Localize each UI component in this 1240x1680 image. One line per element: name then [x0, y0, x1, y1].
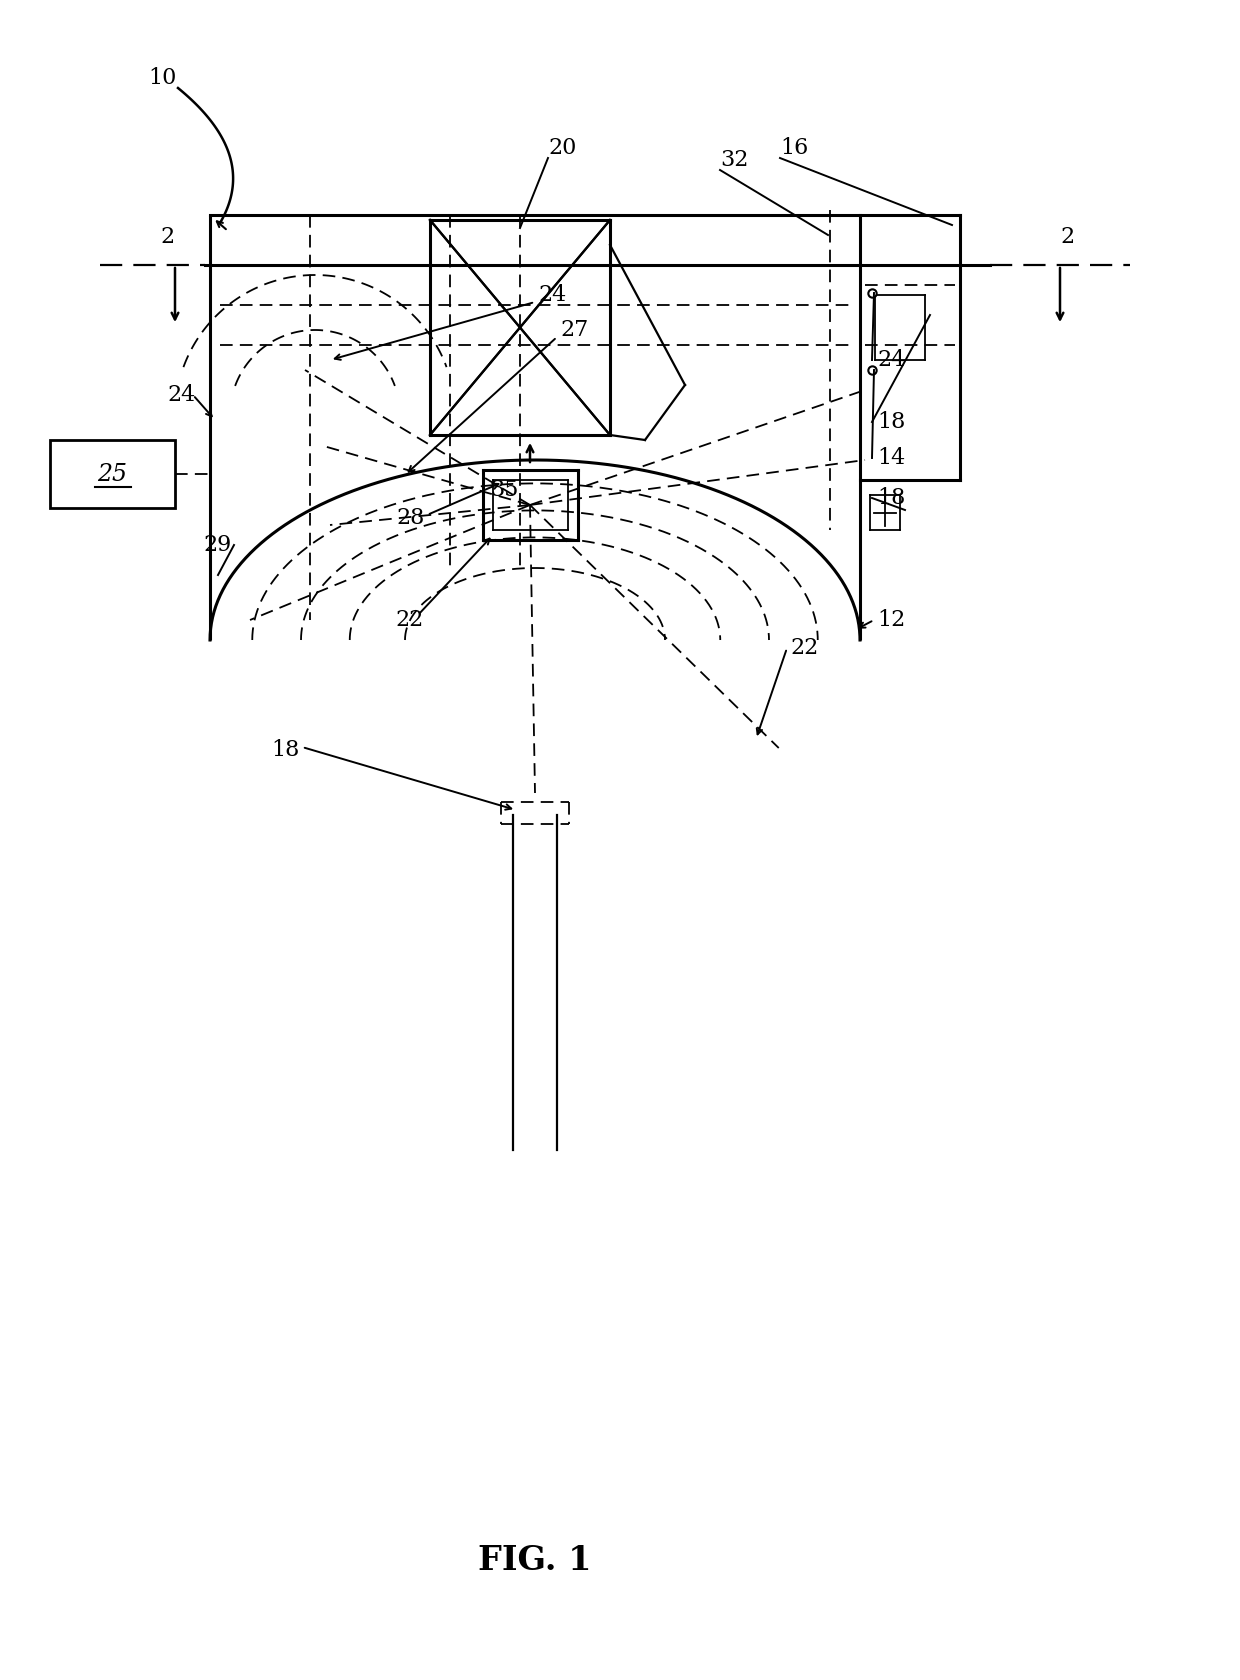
- Bar: [50, 440, 175, 507]
- Text: 27: 27: [560, 319, 588, 341]
- Text: 16: 16: [780, 138, 808, 160]
- Text: 18: 18: [877, 487, 905, 509]
- Text: 29: 29: [203, 534, 232, 556]
- Text: 18: 18: [877, 412, 905, 433]
- Text: 25: 25: [98, 462, 128, 486]
- Text: 2: 2: [160, 227, 174, 249]
- Text: 22: 22: [790, 637, 818, 659]
- Text: 20: 20: [548, 138, 577, 160]
- Text: 2: 2: [1061, 227, 1075, 249]
- Text: 24: 24: [167, 385, 196, 407]
- Text: 35: 35: [490, 479, 518, 501]
- Text: 24: 24: [877, 349, 905, 371]
- Text: 28: 28: [397, 507, 425, 529]
- Text: 32: 32: [720, 150, 749, 171]
- Text: 10: 10: [148, 67, 176, 89]
- Text: 14: 14: [877, 447, 905, 469]
- Text: 22: 22: [396, 610, 423, 632]
- Text: 12: 12: [877, 610, 905, 632]
- Text: 24: 24: [538, 284, 567, 306]
- Text: FIG. 1: FIG. 1: [479, 1544, 591, 1576]
- Text: 18: 18: [272, 739, 300, 761]
